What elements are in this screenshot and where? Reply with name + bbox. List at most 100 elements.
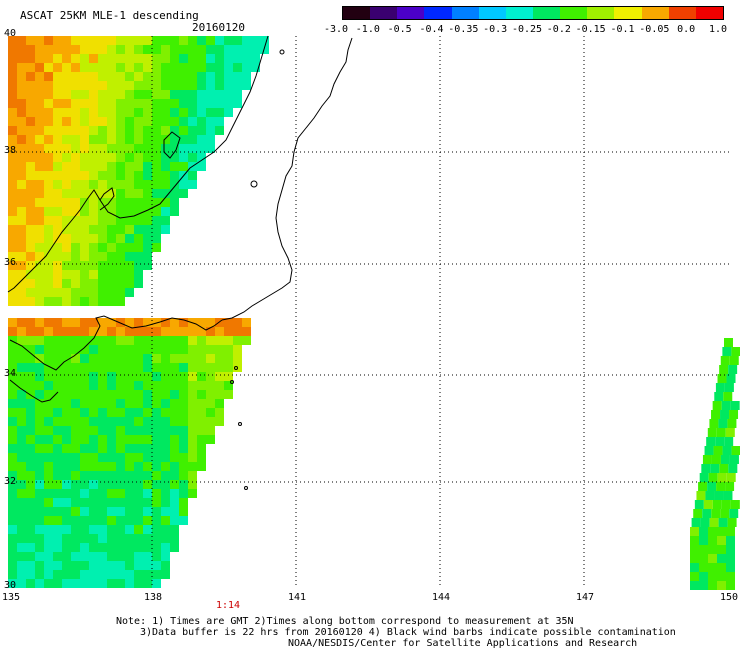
swath-cell	[224, 72, 233, 81]
swath-cell	[71, 81, 80, 90]
swath-cell	[161, 81, 170, 90]
swath-cell	[8, 279, 17, 288]
colorbar-label: -0.15	[575, 24, 606, 35]
swath-cell	[71, 54, 80, 63]
swath-cell	[702, 509, 712, 518]
swath-cell	[8, 162, 17, 171]
swath-cell	[44, 453, 53, 462]
swath-cell	[62, 570, 71, 579]
swath-cell	[704, 446, 714, 455]
swath-cell	[80, 543, 89, 552]
swath-cell	[233, 99, 242, 108]
swath-cell	[107, 162, 116, 171]
swath-cell	[26, 570, 35, 579]
product-date: 20160120	[192, 21, 245, 34]
swath-cell	[233, 81, 242, 90]
swath-cell	[116, 144, 125, 153]
swath-cell	[89, 45, 98, 54]
swath-cell	[134, 354, 143, 363]
swath-cell	[80, 99, 89, 108]
swath-cell	[26, 489, 35, 498]
swath-cell	[197, 144, 206, 153]
swath-cell	[89, 372, 98, 381]
swath-cell	[89, 261, 98, 270]
swath-cell	[708, 473, 718, 482]
swath-cell	[62, 381, 71, 390]
swath-cell	[727, 518, 737, 527]
swath-cell	[206, 81, 215, 90]
swath-cell	[26, 417, 35, 426]
swath-cell	[116, 261, 125, 270]
swath-cell	[179, 135, 188, 144]
swath-cell	[125, 189, 134, 198]
swath-cell	[116, 489, 125, 498]
swath-cell	[143, 462, 152, 471]
swath-cell	[179, 390, 188, 399]
swath-cell	[107, 453, 116, 462]
swath-cell	[143, 108, 152, 117]
swath-cell	[206, 318, 215, 327]
wind-swath-west	[8, 36, 269, 588]
swath-cell	[98, 198, 107, 207]
swath-cell	[62, 426, 71, 435]
swath-cell	[125, 318, 134, 327]
swath-cell	[80, 372, 89, 381]
swath-cell	[724, 383, 734, 392]
swath-cell	[89, 117, 98, 126]
swath-cell	[80, 225, 89, 234]
swath-cell	[98, 45, 107, 54]
swath-cell	[53, 126, 62, 135]
swath-cell	[134, 561, 143, 570]
swath-cell	[35, 552, 44, 561]
swath-cell	[53, 579, 62, 588]
swath-cell	[699, 473, 709, 482]
swath-cell	[89, 399, 98, 408]
swath-cell	[98, 426, 107, 435]
swath-cell	[720, 455, 730, 464]
swath-cell	[690, 536, 699, 545]
swath-cell	[53, 90, 62, 99]
swath-cell	[215, 126, 224, 135]
swath-cell	[206, 336, 215, 345]
swath-cell	[53, 372, 62, 381]
swath-cell	[197, 117, 206, 126]
swath-cell	[134, 372, 143, 381]
swath-cell	[71, 408, 80, 417]
colorbar-segment	[505, 7, 533, 19]
swath-cell	[71, 144, 80, 153]
swath-cell	[53, 498, 62, 507]
swath-cell	[107, 54, 116, 63]
swath-cell	[107, 444, 116, 453]
swath-cell	[17, 144, 26, 153]
swath-cell	[134, 525, 143, 534]
swath-cell	[17, 117, 26, 126]
swath-cell	[35, 108, 44, 117]
swath-cell	[17, 570, 26, 579]
swath-cell	[233, 72, 242, 81]
swath-cell	[116, 270, 125, 279]
swath-cell	[134, 171, 143, 180]
swath-cell	[71, 63, 80, 72]
swath-cell	[26, 543, 35, 552]
swath-cell	[53, 225, 62, 234]
swath-cell	[116, 345, 125, 354]
swath-cell	[17, 270, 26, 279]
swath-cell	[44, 243, 53, 252]
swath-cell	[80, 153, 89, 162]
swath-cell	[143, 579, 152, 588]
swath-cell	[152, 135, 161, 144]
swath-cell	[116, 153, 125, 162]
swath-cell	[17, 180, 26, 189]
swath-cell	[62, 72, 71, 81]
swath-cell	[44, 117, 53, 126]
swath-cell	[35, 354, 44, 363]
swath-cell	[179, 372, 188, 381]
swath-cell	[8, 318, 17, 327]
swath-cell	[699, 563, 708, 572]
swath-cell	[215, 117, 224, 126]
swath-cell	[17, 327, 26, 336]
swath-cell	[708, 554, 717, 563]
swath-cell	[98, 543, 107, 552]
swath-cell	[80, 498, 89, 507]
swath-cell	[143, 117, 152, 126]
